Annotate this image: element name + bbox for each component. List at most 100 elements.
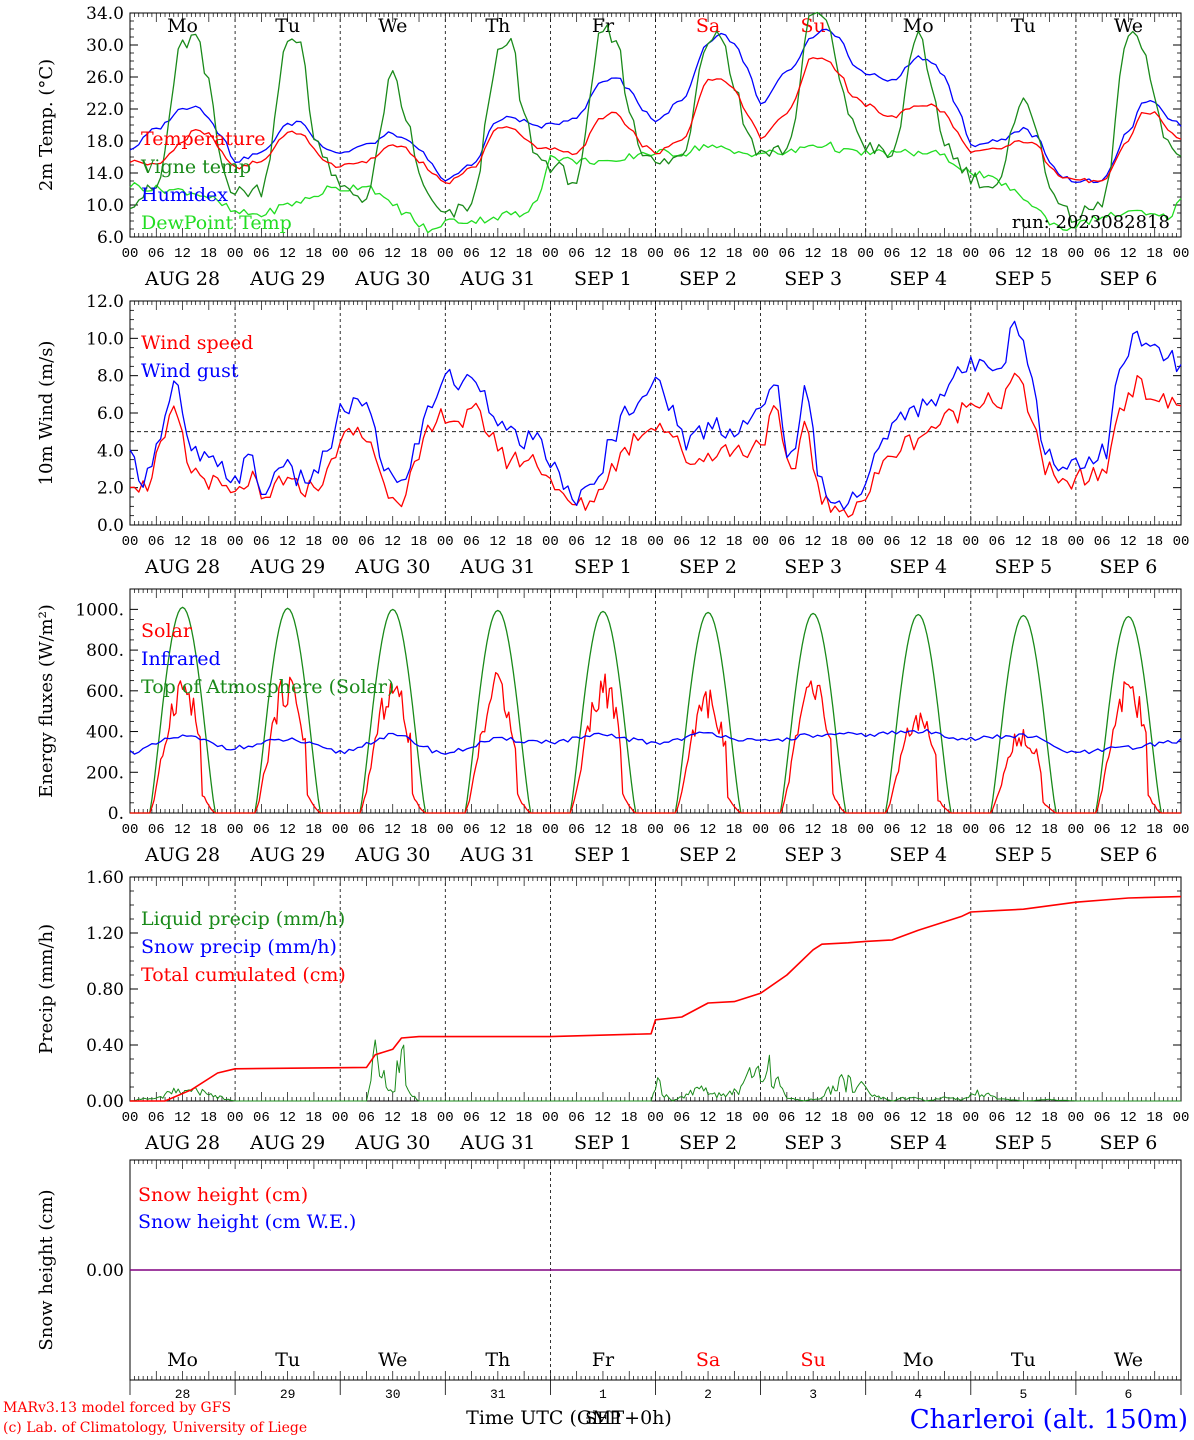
series-line	[129, 372, 1182, 518]
weekday-label: Tu	[275, 15, 300, 37]
date-label: AUG 28	[144, 1132, 220, 1154]
hour-label: 06	[1094, 822, 1111, 838]
hour-label: 06	[463, 534, 480, 550]
hour-label: 00	[227, 246, 244, 262]
hour-label: 06	[673, 246, 690, 262]
hour-label: 18	[516, 1110, 533, 1126]
hour-label: 06	[568, 246, 585, 262]
legend-entry: Solar	[141, 620, 193, 642]
date-label: AUG 28	[144, 268, 220, 290]
hour-label: 12	[700, 822, 717, 838]
hour-label: 00	[332, 1110, 349, 1126]
hour-label: 18	[306, 822, 323, 838]
date-label: AUG 30	[354, 1132, 430, 1154]
date-label: SEP 4	[889, 556, 947, 578]
legend-entry: Wind gust	[141, 360, 239, 382]
hour-label: 00	[1067, 534, 1084, 550]
hour-label: 18	[936, 822, 953, 838]
date-label: SEP 5	[994, 556, 1052, 578]
date-label: SEP 5	[994, 844, 1052, 866]
station-name: Charleroi (alt. 150m)	[910, 1405, 1188, 1435]
hour-label: 06	[884, 246, 901, 262]
hour-label: 12	[595, 1110, 612, 1126]
legend-entry: DewPoint Temp	[141, 212, 292, 234]
weekday-label: Tu	[275, 1349, 300, 1371]
legend-entry: Temperature	[141, 128, 265, 150]
legend-entry: Total cumulated (cm)	[141, 964, 346, 986]
date-label: SEP 3	[784, 268, 842, 290]
y-tick-label: 0.00	[86, 1092, 124, 1112]
date-label: SEP 2	[679, 556, 737, 578]
date-label: AUG 30	[354, 556, 430, 578]
date-label: AUG 28	[144, 844, 220, 866]
hour-label: 06	[778, 534, 795, 550]
hour-label: 12	[489, 534, 506, 550]
weekday-label: Fr	[592, 15, 615, 37]
hour-label: 06	[778, 822, 795, 838]
hour-label: 18	[726, 1110, 743, 1126]
y-tick-label: 4.0	[97, 441, 124, 461]
hour-label: 00	[752, 534, 769, 550]
legend-entry: Vigne temp	[140, 156, 251, 178]
y-tick-label: 6.0	[97, 228, 124, 248]
weekday-label: Th	[485, 1349, 510, 1371]
hour-label: 00	[122, 534, 139, 550]
date-label: SEP 4	[889, 844, 947, 866]
weekday-label: Tu	[1011, 1349, 1036, 1371]
date-label: AUG 28	[144, 556, 220, 578]
hour-label: 00	[647, 246, 664, 262]
hour-label: 18	[1146, 246, 1163, 262]
hour-label: 18	[831, 534, 848, 550]
plot-frame	[129, 300, 1182, 526]
legend-entry: Snow height (cm W.E.)	[138, 1211, 356, 1233]
hour-label: 06	[568, 822, 585, 838]
hour-label: 12	[1015, 534, 1032, 550]
hour-label: 00	[647, 1110, 664, 1126]
date-label: SEP 3	[784, 844, 842, 866]
hour-label: 06	[673, 822, 690, 838]
hour-label: 06	[463, 1110, 480, 1126]
hour-label: 18	[1146, 534, 1163, 550]
hour-label: 06	[358, 246, 375, 262]
weekday-label: We	[1114, 15, 1143, 37]
date-label: SEP 1	[574, 556, 632, 578]
hour-label: 12	[1120, 534, 1137, 550]
hour-label: 12	[805, 246, 822, 262]
hour-label: 18	[516, 534, 533, 550]
legend-entry: Liquid precip (mm/h)	[141, 908, 345, 930]
hour-label: 00	[857, 1110, 874, 1126]
hour-label: 00	[227, 534, 244, 550]
hour-label: 12	[174, 534, 191, 550]
hour-label: 18	[306, 246, 323, 262]
y-tick-label: 0.80	[86, 980, 124, 1000]
date-label: SEP 2	[679, 1132, 737, 1154]
weekday-label: Sa	[696, 15, 720, 37]
credit-line-2: (c) Lab. of Climatology, University of L…	[3, 1420, 307, 1436]
hour-label: 12	[279, 822, 296, 838]
date-label: AUG 30	[354, 844, 430, 866]
hour-label: 12	[279, 246, 296, 262]
date-label: AUG 29	[249, 844, 325, 866]
date-label: SEP 6	[1100, 1132, 1158, 1154]
hour-label: 12	[174, 246, 191, 262]
hour-label: 00	[1173, 246, 1190, 262]
panels: 6.010.014.018.022.026.030.034.02m Temp. …	[36, 4, 1189, 1429]
date-label: SEP 3	[784, 1132, 842, 1154]
weekday-label: Mo	[903, 15, 934, 37]
hour-label: 06	[989, 822, 1006, 838]
run-label: run: 2023082818	[1012, 212, 1170, 233]
hour-label: 12	[805, 534, 822, 550]
hour-label: 18	[1041, 822, 1058, 838]
date-label: AUG 29	[249, 556, 325, 578]
hour-label: 06	[989, 534, 1006, 550]
hour-label: 06	[148, 246, 165, 262]
y-tick-label: 0.00	[86, 1261, 124, 1281]
hour-label: 06	[253, 534, 270, 550]
hour-label: 06	[253, 246, 270, 262]
y-tick-label: 30.0	[86, 36, 124, 56]
hour-label: 00	[752, 822, 769, 838]
hour-label: 06	[1094, 534, 1111, 550]
credit-line-1: MARv3.13 model forced by GFS	[3, 1400, 231, 1416]
hour-label: 12	[489, 246, 506, 262]
